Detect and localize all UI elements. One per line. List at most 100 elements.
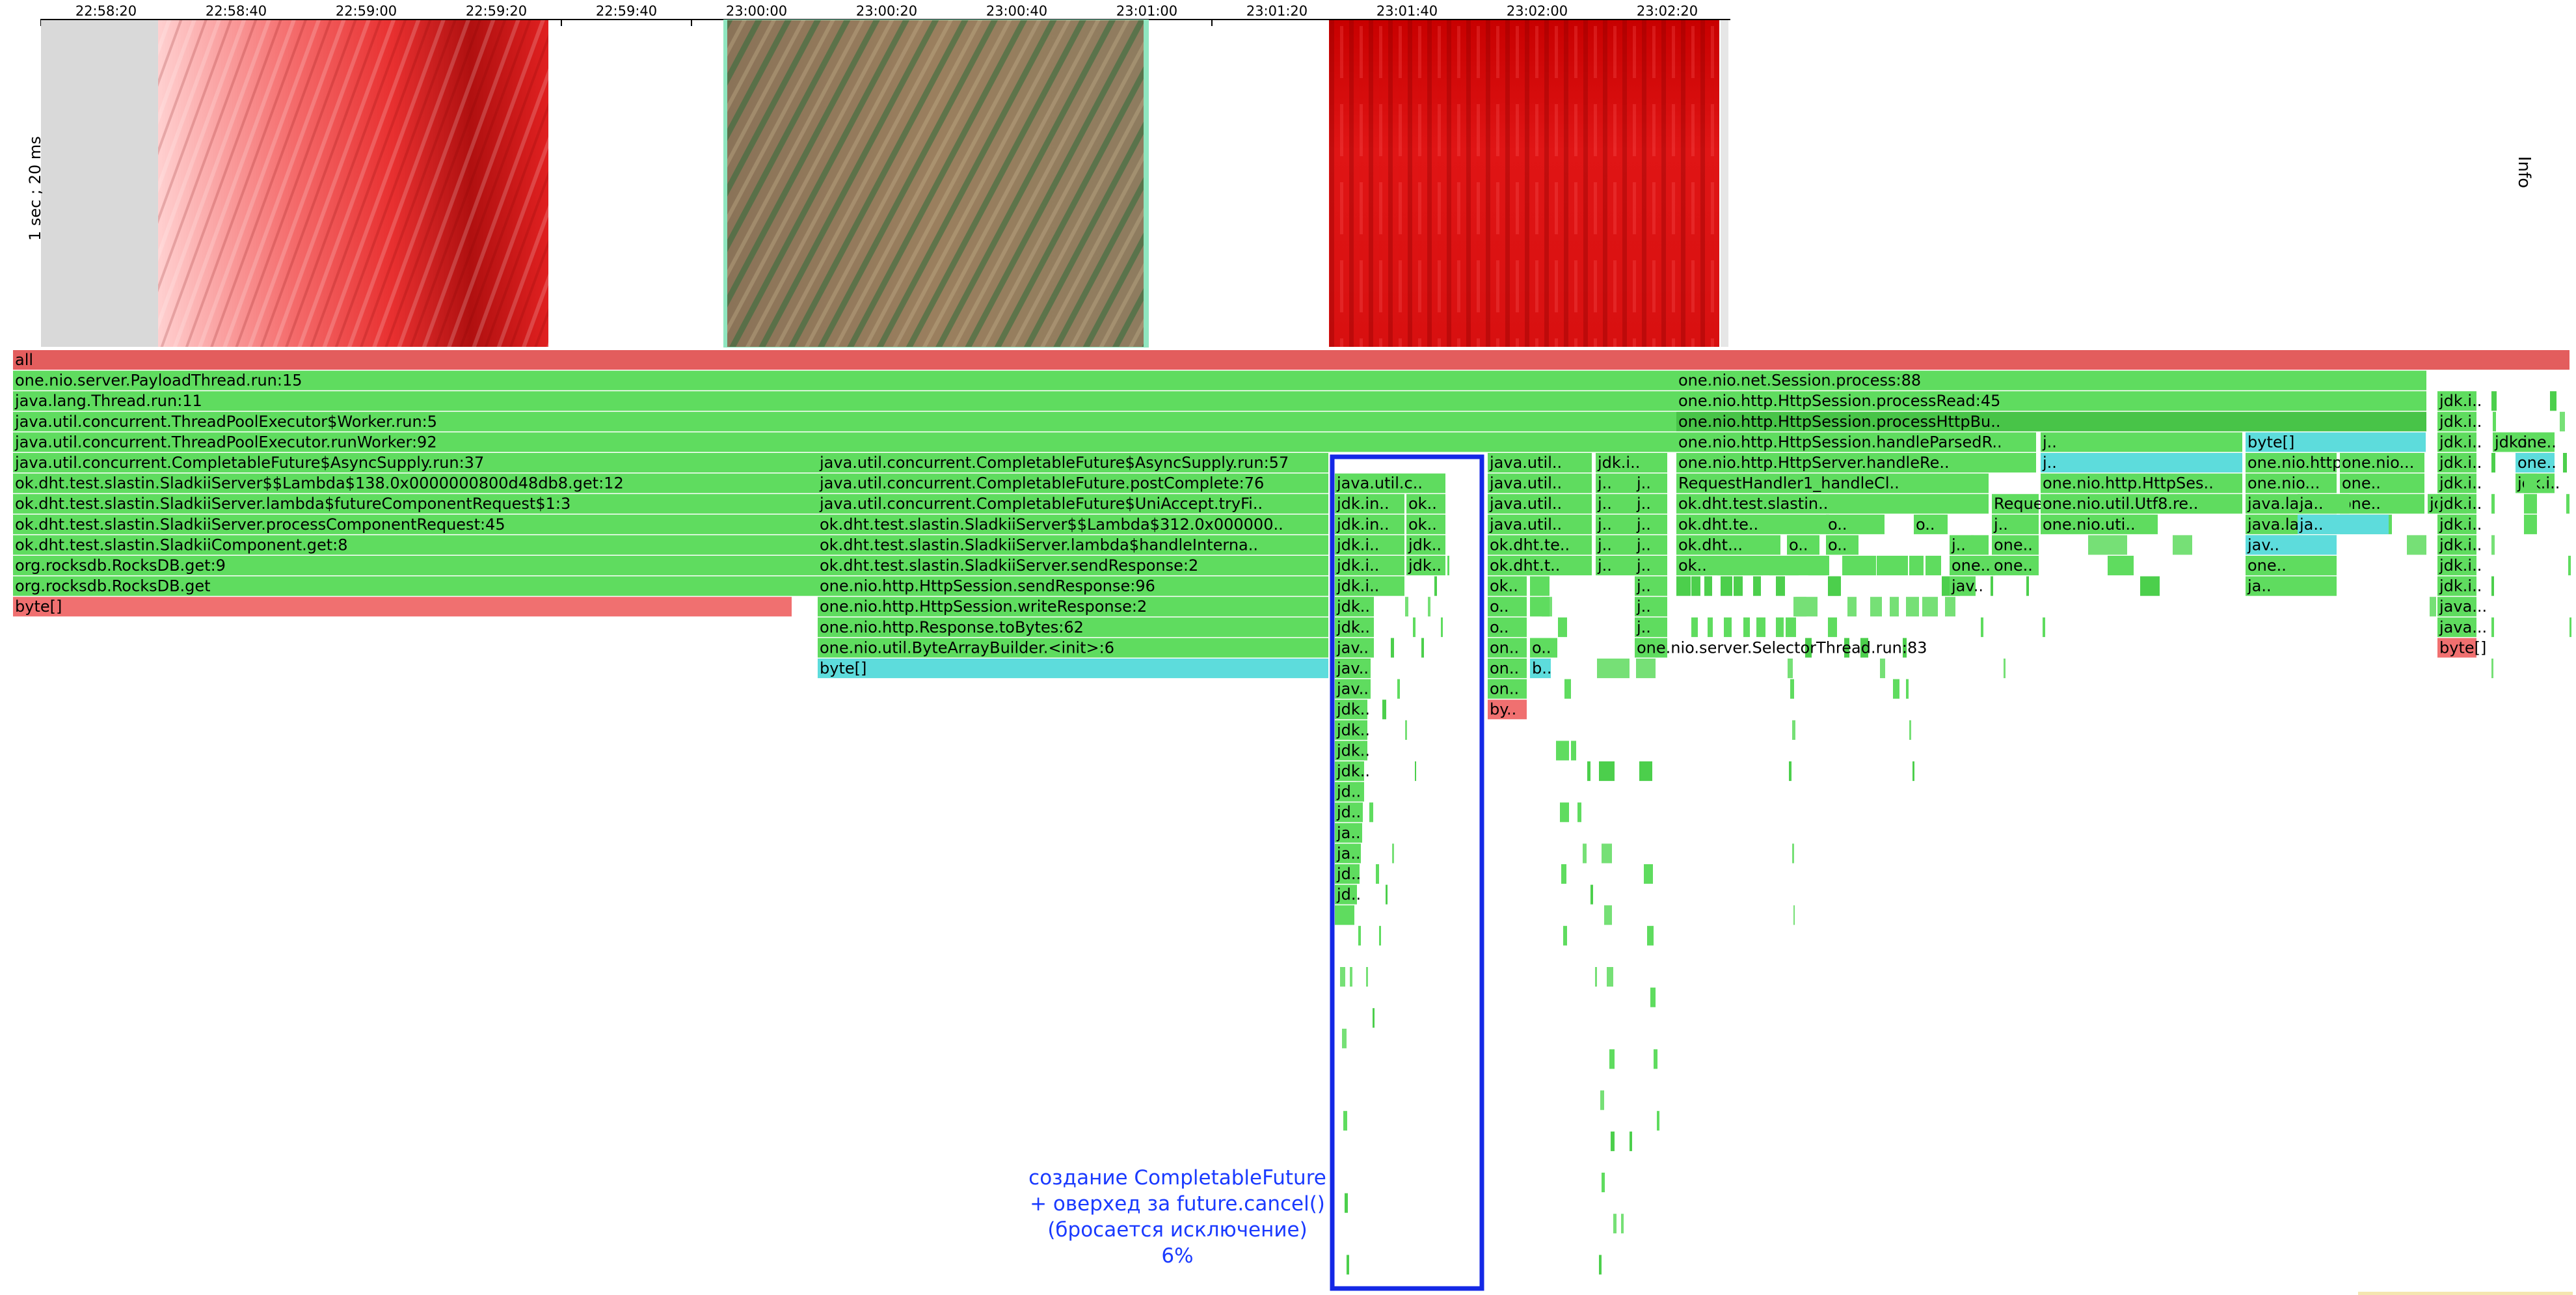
flame-frame-box[interactable] <box>1635 638 1667 658</box>
flame-frame[interactable]: one.nio.http.HttpServer.handleRe.. <box>1676 453 2036 473</box>
flame-frame-minor[interactable] <box>1556 741 1569 761</box>
flame-frame-minor[interactable] <box>1991 576 1993 596</box>
flame-frame-box[interactable] <box>1335 659 1371 679</box>
flame-frame-minor[interactable] <box>1397 679 1400 699</box>
timeline-scroll-edge[interactable] <box>1721 20 1728 347</box>
flame-frame-box[interactable] <box>818 597 1328 617</box>
flame-frame[interactable]: one.nio.util.Utf8.re.. <box>2041 494 2242 514</box>
flame-frame-minor[interactable] <box>2108 556 2134 576</box>
flame-frame-minor[interactable] <box>1776 617 1784 637</box>
flame-frame-box[interactable] <box>1676 370 2426 390</box>
flame-frame-minor[interactable] <box>2566 494 2569 514</box>
flame-frame[interactable]: j.. <box>1950 535 1989 555</box>
flame-frame-box[interactable] <box>13 556 818 576</box>
flame-frame-minor[interactable] <box>1906 679 1909 699</box>
flame-frame-minor[interactable] <box>2140 576 2160 596</box>
flame-frame[interactable]: java.util.concurrent.CompletableFuture.p… <box>818 473 1328 493</box>
flame-frame-minor[interactable] <box>1788 659 1793 679</box>
flame-frame-box[interactable] <box>1335 802 1363 823</box>
flame-frame-box[interactable] <box>1335 864 1360 884</box>
flame-frame-box[interactable] <box>1406 494 1445 514</box>
flame-frame[interactable]: java.util.. <box>1488 473 1592 493</box>
flame-frame[interactable] <box>2524 494 2537 514</box>
flame-frame-box[interactable] <box>2041 473 2242 493</box>
flame-frame[interactable]: j.. <box>1635 556 1667 576</box>
flame-frame-box[interactable] <box>1676 535 1780 555</box>
flame-frame-minor[interactable] <box>1386 884 1388 905</box>
flame-frame[interactable]: ok.dht.t.. <box>1488 556 1592 576</box>
flame-frame[interactable]: ja.. <box>2246 576 2337 596</box>
flame-frame-minor[interactable] <box>1708 617 1713 637</box>
flame-frame-minor[interactable] <box>1342 1028 1347 1048</box>
flame-frame-box[interactable] <box>2246 432 2426 452</box>
flame-frame[interactable]: jav.. <box>2246 535 2337 555</box>
flame-frame-minor[interactable] <box>1860 556 1876 576</box>
flame-frame-box[interactable] <box>1488 473 1592 493</box>
flame-frame-box[interactable] <box>2524 494 2537 514</box>
flame-frame-box[interactable] <box>1596 473 1635 493</box>
flame-frame-box[interactable] <box>1635 514 1667 534</box>
flame-frame-minor[interactable] <box>1691 576 1700 596</box>
flame-frame-minor[interactable] <box>1421 638 1424 658</box>
flame-frame-box[interactable] <box>1488 576 1527 596</box>
flame-frame-minor[interactable] <box>1828 617 1837 637</box>
flame-frame-minor[interactable] <box>1890 597 1899 617</box>
flame-frame-box[interactable] <box>2340 473 2424 493</box>
flame-frame-minor[interactable] <box>1564 679 1571 699</box>
flame-frame-box[interactable] <box>1530 659 1551 679</box>
flame-frame-box[interactable] <box>1488 494 1592 514</box>
flame-frame[interactable]: j.. <box>1635 514 1667 534</box>
flame-frame[interactable]: o.. <box>1914 514 1948 534</box>
flame-frame[interactable]: one.nio.http.Response.toBytes:62 <box>818 617 1328 637</box>
flame-frame-box[interactable] <box>1676 556 1829 576</box>
flame-frame[interactable]: java.util.. <box>1488 494 1592 514</box>
flame-frame-box[interactable] <box>1488 679 1527 699</box>
flame-frame[interactable]: ja.. <box>1335 843 1361 864</box>
flame-frame[interactable]: one.nio.http.HttpSession.sendResponse:96 <box>818 576 1328 596</box>
flame-frame-minor[interactable] <box>2043 617 2045 637</box>
flame-frame-box[interactable] <box>1635 617 1667 637</box>
flame-frame-box[interactable] <box>1635 535 1667 555</box>
flame-frame-minor[interactable] <box>1379 925 1381 946</box>
flame-frame[interactable]: jav.. <box>1950 576 1983 596</box>
flame-frame[interactable]: ja.. <box>2298 514 2389 534</box>
flame-frame-minor[interactable] <box>1611 1131 1615 1151</box>
flame-frame[interactable]: jdk.i.. <box>2437 494 2482 514</box>
flame-frame[interactable]: one.nio... <box>2340 453 2424 473</box>
flame-frame[interactable]: jdk.. <box>1335 597 1374 617</box>
flame-frame-minor[interactable] <box>1909 720 1911 740</box>
flame-frame-minor[interactable] <box>1347 1255 1349 1275</box>
flame-frame-box[interactable] <box>2246 556 2337 576</box>
flame-frame-minor[interactable] <box>1786 617 1796 637</box>
flame-frame-minor[interactable] <box>1366 967 1368 987</box>
flame-frame-box[interactable] <box>13 391 1676 411</box>
flame-frame-minor[interactable] <box>1925 556 1941 576</box>
flame-frame[interactable]: byte[] <box>818 659 1328 679</box>
flame-frame-box[interactable] <box>1992 556 2039 576</box>
flame-frame-box[interactable] <box>1335 782 1364 802</box>
flame-frame-box[interactable] <box>2041 453 2242 473</box>
flame-frame-minor[interactable] <box>1369 802 1373 823</box>
flame-frame-box[interactable] <box>1335 905 1354 925</box>
flame-frame-box[interactable] <box>13 535 818 555</box>
heatmap-idle-region[interactable] <box>41 20 158 347</box>
flame-frame[interactable]: j.. <box>1596 556 1635 576</box>
flame-frame-minor[interactable] <box>1350 967 1352 987</box>
flame-frame[interactable]: on.. <box>1488 659 1527 679</box>
flame-frame-box[interactable] <box>1530 638 1557 658</box>
flame-frame[interactable]: one.. <box>2340 494 2424 514</box>
flame-frame[interactable]: jdk.. <box>1406 556 1445 576</box>
flame-frame[interactable]: j.. <box>2041 432 2242 452</box>
flame-frame-minor[interactable] <box>1561 864 1566 884</box>
flame-frame[interactable]: ok.. <box>1406 494 1445 514</box>
flame-frame[interactable]: j.. <box>1596 535 1635 555</box>
flame-frame[interactable]: jdk.. <box>1406 535 1445 555</box>
flame-frame[interactable]: one.. <box>1992 535 2039 555</box>
flame-frame-minor[interactable] <box>2491 391 2497 411</box>
flame-frame[interactable]: jd.. <box>1335 884 1361 905</box>
flame-frame[interactable]: jdk.in.. <box>1335 494 1404 514</box>
flame-frame[interactable]: java... <box>2437 597 2487 617</box>
flame-frame-minor[interactable] <box>2088 535 2127 555</box>
flame-frame-box[interactable] <box>1488 638 1527 658</box>
flame-frame-minor[interactable] <box>1607 967 1613 987</box>
